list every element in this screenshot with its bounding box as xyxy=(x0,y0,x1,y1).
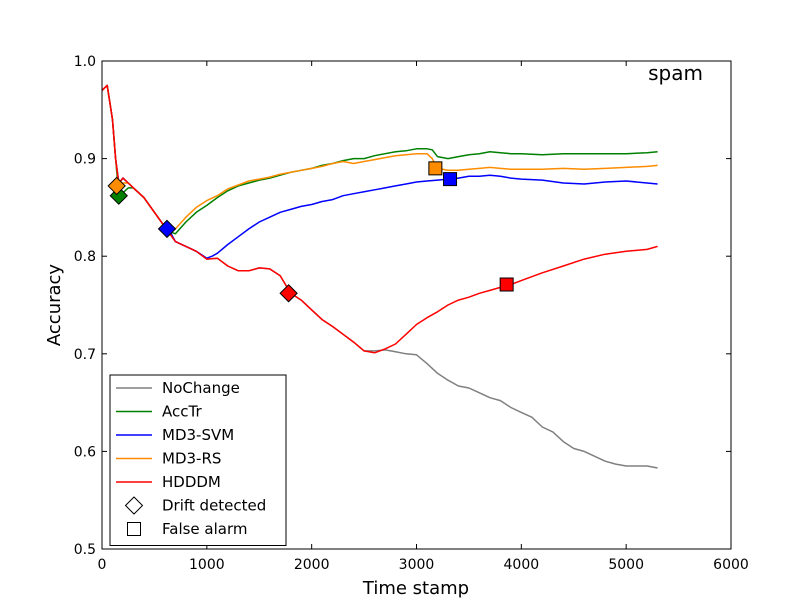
legend-label-md3-rs: MD3-RS xyxy=(162,450,221,468)
false-alarm-marker-md3-svm xyxy=(443,172,458,187)
drift-marker-hdddm xyxy=(279,284,298,303)
y-tick-label: 0.6 xyxy=(74,444,96,460)
x-tick-label: 1000 xyxy=(189,557,225,573)
x-tick-label: 5000 xyxy=(608,557,644,573)
y-axis-title: Accuracy xyxy=(44,264,65,347)
ticks-layer: 0 1000 2000 3000 4000 5000 6000 0.5 0.6 0.7 0.8 0.9… xyxy=(74,54,749,573)
legend-swatch-drift-detected xyxy=(124,496,144,515)
x-tick-label: 2000 xyxy=(294,557,330,573)
false-alarm-marker-md3-rs xyxy=(428,161,443,176)
y-tick-label: 1.0 xyxy=(74,54,96,70)
legend-label-acctr: AccTr xyxy=(162,403,202,421)
legend-label-nochange: NoChange xyxy=(162,379,240,397)
false-alarm-marker-hdddm xyxy=(499,277,514,292)
legend-label-hdddm: HDDDM xyxy=(162,473,221,491)
marker-layer xyxy=(107,161,514,303)
y-tick-label: 0.9 xyxy=(74,152,96,168)
drift-marker-md3-rs xyxy=(107,176,126,196)
chart-title: spam xyxy=(648,61,703,85)
x-tick-label: 0 xyxy=(98,557,107,573)
y-tick-label: 0.8 xyxy=(74,249,96,265)
drift-marker-md3-svm xyxy=(157,219,177,239)
y-tick-label: 0.7 xyxy=(74,347,96,363)
legend-swatch-false-alarm xyxy=(127,522,141,536)
legend-box xyxy=(109,374,287,546)
x-tick-label: 6000 xyxy=(713,557,749,573)
legend-label-md3-svm: MD3-SVM xyxy=(162,426,234,444)
x-tick-label: 3000 xyxy=(399,557,435,573)
y-tick-label: 0.5 xyxy=(74,542,96,558)
x-tick-label: 4000 xyxy=(504,557,540,573)
legend-label-drift-detected: Drift detected xyxy=(162,497,266,515)
x-axis-title: Time stamp xyxy=(362,578,469,599)
legend-label-false-alarm: False alarm xyxy=(162,520,248,538)
legend: NoChange AccTr MD3-SVM MD3-RS HDDDM Drift det… xyxy=(109,374,287,546)
